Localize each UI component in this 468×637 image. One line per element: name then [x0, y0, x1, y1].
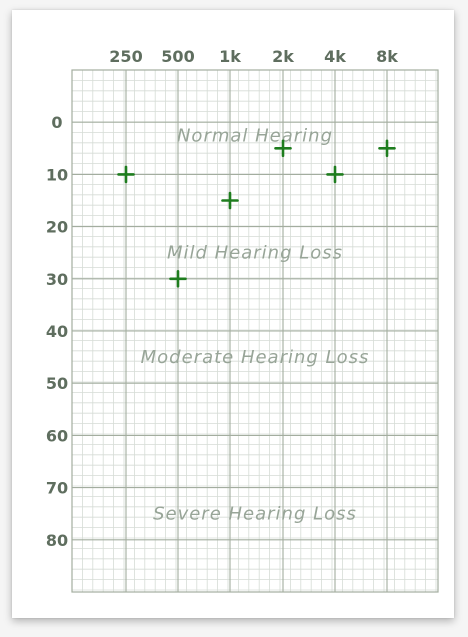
frequency-tick-label: 2k: [272, 47, 294, 66]
decibel-tick-labels: 0 10 20 30 40 50 60 70 80: [46, 113, 68, 550]
data-point-plus-marker: [169, 269, 187, 288]
decibel-tick-label: 30: [46, 270, 68, 289]
decibel-tick-label: 0: [51, 113, 62, 132]
decibel-tick-label: 60: [46, 426, 68, 445]
plot-frame: [71, 69, 439, 593]
frequency-tick-labels: 250 500 1k 2k 4k 8k: [109, 47, 398, 66]
zone-label: Normal Hearing: [177, 125, 333, 146]
decibel-tick-label: 80: [46, 531, 68, 550]
hearing-test-points: [117, 139, 396, 288]
hearing-zone-labels: Normal Hearing Mild Hearing Loss Moderate …: [141, 125, 370, 525]
decibel-tick-label: 50: [46, 374, 68, 393]
decibel-tick-label: 10: [46, 165, 68, 184]
major-grid: [71, 69, 439, 593]
frequency-tick-label: 4k: [324, 47, 346, 66]
frequency-tick-label: 1k: [219, 47, 241, 66]
decibel-tick-label: 40: [46, 322, 68, 341]
zone-label: Mild Hearing Loss: [167, 243, 343, 264]
data-point-plus-marker: [117, 165, 135, 184]
data-point-plus-marker: [274, 139, 292, 158]
decibel-tick-label: 70: [46, 479, 68, 498]
zone-label: Moderate Hearing Loss: [141, 347, 370, 368]
frequency-tick-label: 8k: [376, 47, 398, 66]
data-point-plus-marker: [326, 165, 344, 184]
frequency-tick-label: 500: [161, 47, 194, 66]
data-point-plus-marker: [221, 191, 239, 210]
frequency-tick-label: 250: [109, 47, 142, 66]
decibel-tick-label: 20: [46, 218, 68, 237]
data-point-plus-marker: [378, 139, 396, 158]
zone-label: Severe Hearing Loss: [153, 504, 357, 525]
